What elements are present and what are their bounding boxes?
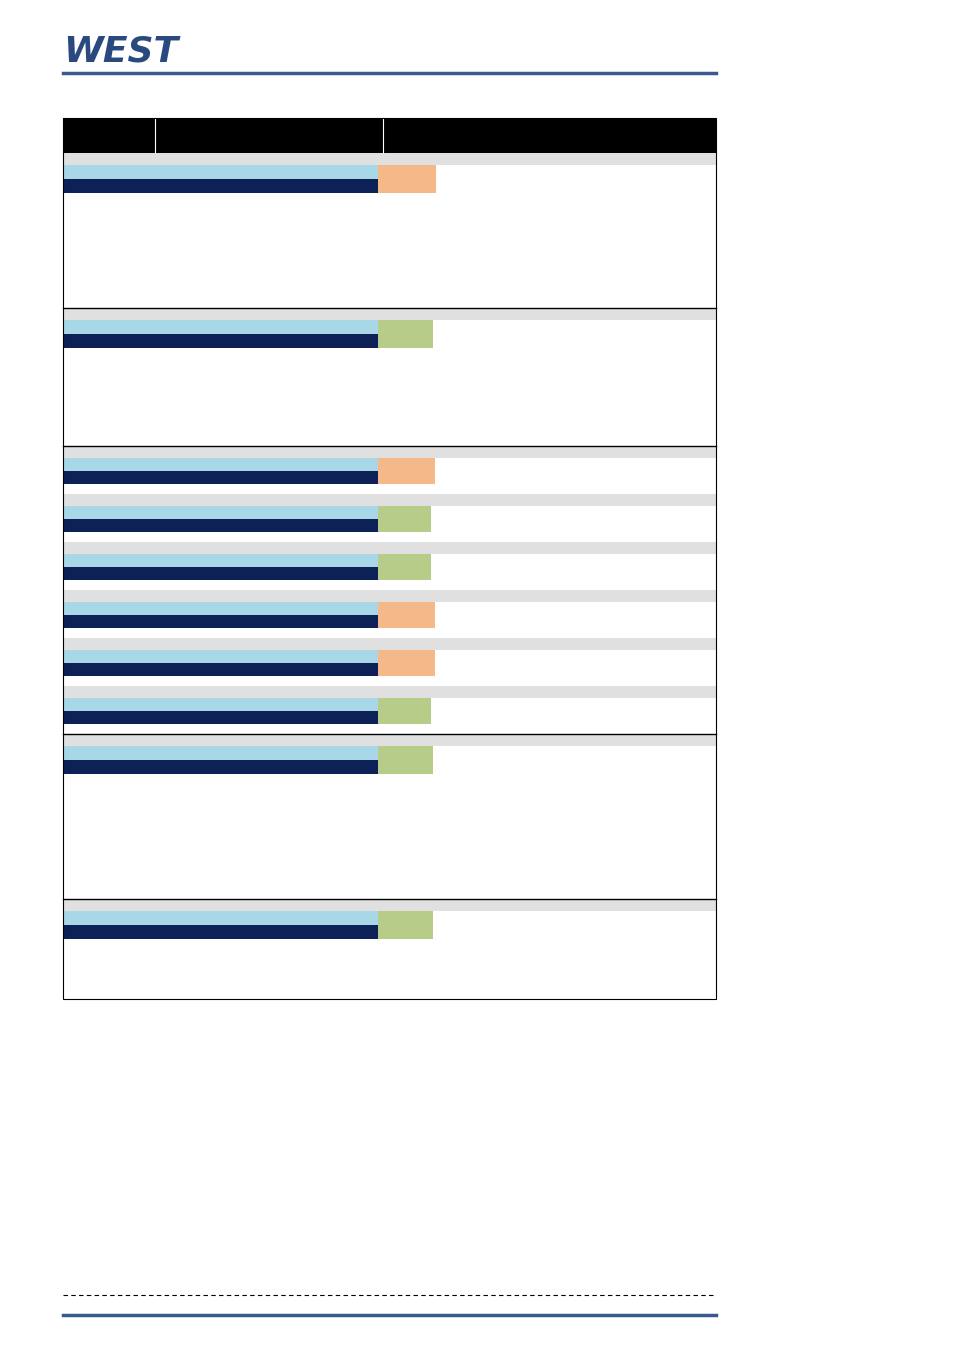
Bar <box>63 649 435 663</box>
Bar <box>63 698 431 711</box>
Bar <box>63 911 433 925</box>
Bar <box>63 541 716 554</box>
Bar <box>63 506 431 518</box>
Bar <box>63 639 716 649</box>
Bar <box>63 446 716 458</box>
Bar <box>377 458 435 485</box>
Bar <box>63 471 377 485</box>
Bar <box>63 165 436 180</box>
Bar <box>63 117 716 999</box>
Bar <box>377 747 433 774</box>
Bar <box>63 153 716 165</box>
Bar <box>63 554 431 567</box>
Bar <box>63 494 716 506</box>
Bar <box>63 320 433 333</box>
Bar <box>63 518 377 532</box>
Bar <box>63 747 433 760</box>
Bar <box>377 602 435 628</box>
Bar <box>63 567 377 580</box>
Bar <box>63 602 435 616</box>
Bar <box>63 925 377 940</box>
Bar <box>377 911 433 940</box>
Bar <box>63 333 377 348</box>
Bar <box>63 711 377 724</box>
Bar <box>63 616 377 628</box>
Bar <box>377 649 435 676</box>
Bar <box>63 117 716 153</box>
Bar <box>63 458 435 471</box>
Bar <box>63 734 716 747</box>
Bar <box>377 506 431 532</box>
Bar <box>63 308 716 320</box>
Text: WEST: WEST <box>63 35 178 69</box>
Bar <box>63 686 716 698</box>
Bar <box>63 180 377 193</box>
Bar <box>377 554 431 580</box>
Bar <box>377 698 431 724</box>
Bar <box>63 663 377 676</box>
Bar <box>63 590 716 602</box>
Bar <box>63 760 377 774</box>
Bar <box>377 165 436 193</box>
Bar <box>377 320 433 348</box>
Bar <box>63 899 716 911</box>
